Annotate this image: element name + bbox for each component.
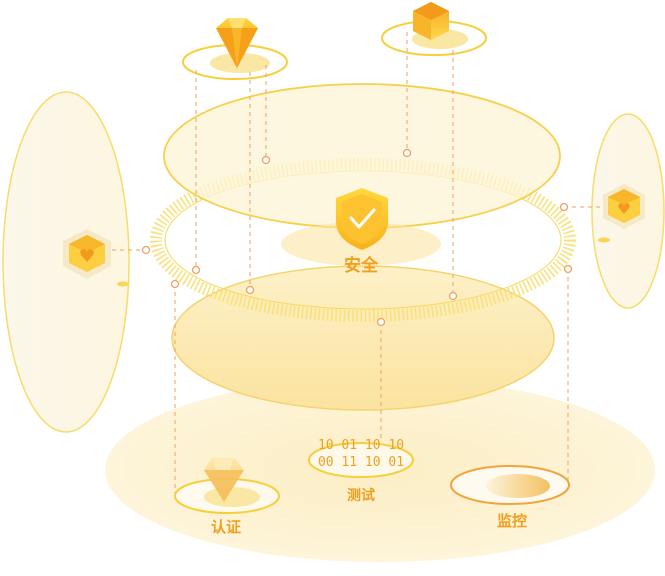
connector-node [559, 202, 569, 212]
hexagon-gem-icon [413, 2, 449, 40]
connector-node [141, 245, 151, 255]
lower-disk [171, 265, 555, 411]
connector-node [402, 148, 412, 158]
shield-check-icon [336, 188, 388, 250]
bottom-diamond-gem-icon [204, 458, 244, 502]
connector-node [170, 279, 180, 289]
right-hexagon-heart-icon [603, 184, 645, 229]
left-hexagon-heart-icon [63, 229, 111, 279]
monitor-label: 监控 [497, 512, 527, 530]
connector-node [191, 265, 201, 275]
top-left-ring-fill [210, 53, 270, 73]
test-ring [308, 442, 414, 478]
connector-lines [104, 32, 606, 493]
connector-node [376, 317, 386, 327]
monitor-ring-fill [486, 474, 550, 498]
connector-nodes [141, 148, 573, 327]
right-dot [598, 237, 610, 243]
binary-line-2: 00 11 10 01 [318, 455, 404, 470]
auth-ring-fill [204, 487, 260, 507]
connector-node [245, 285, 255, 295]
security-label: 安全 [344, 255, 379, 276]
left-dot [117, 281, 129, 287]
connector-node [448, 291, 458, 301]
connector-node [261, 155, 271, 165]
test-label: 测试 [347, 487, 375, 504]
connector-node [563, 264, 573, 274]
binary-line-1: 10 01 10 10 [318, 438, 404, 453]
diamond-gem-icon [216, 18, 258, 68]
auth-label: 认证 [211, 518, 241, 536]
